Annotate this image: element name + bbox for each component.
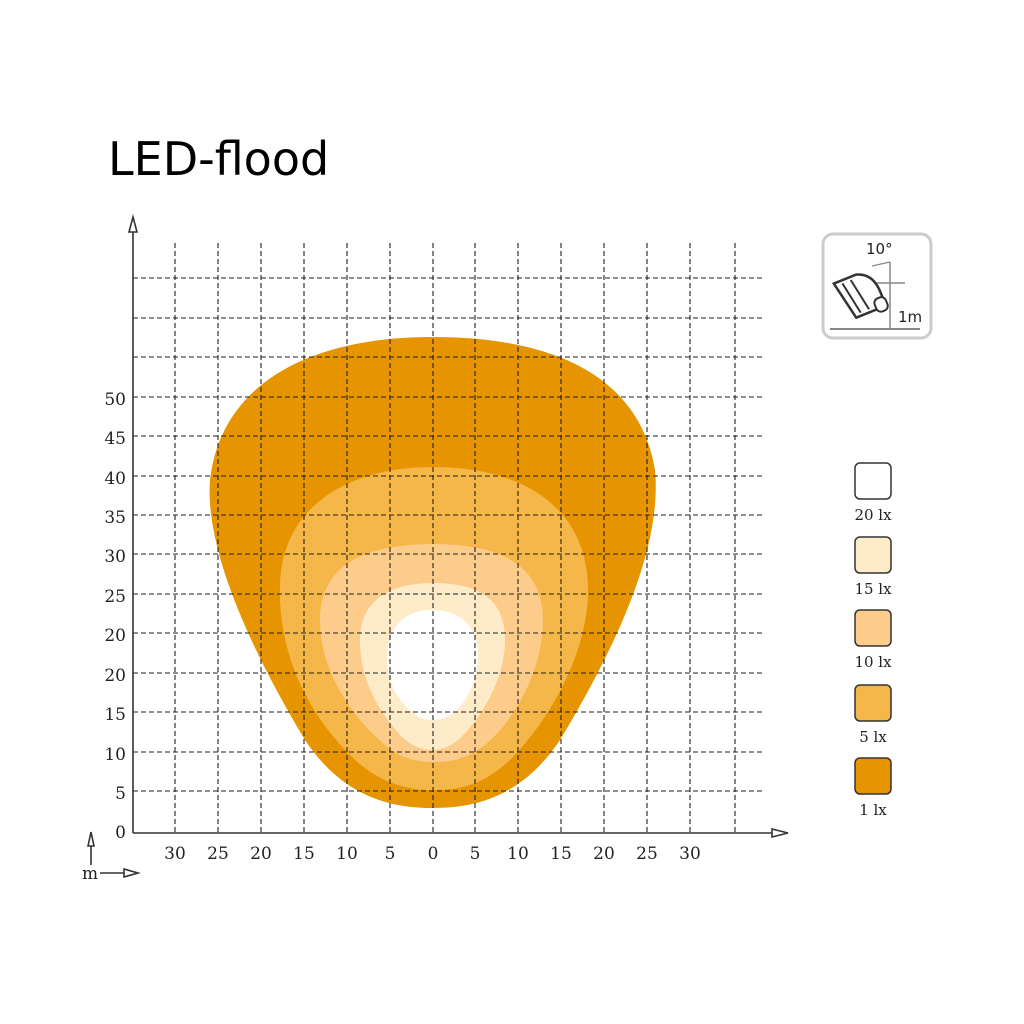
contour-20lx: [387, 610, 478, 721]
x-tick-label: 30: [164, 844, 186, 864]
legend-label: 20 lx: [854, 506, 892, 524]
legend-label: 10 lx: [854, 653, 892, 671]
x-axis-arrow-icon: [771, 827, 789, 839]
y-tick-label: 20: [104, 626, 126, 646]
y-tick-label: 0: [115, 823, 126, 843]
legend-label: 1 lx: [859, 801, 887, 819]
legend-label: 15 lx: [854, 580, 892, 598]
unit-right-arrow-icon: [123, 867, 141, 879]
x-tick-label: 0: [428, 844, 439, 864]
mount-icon: 10° 1m: [821, 232, 933, 340]
y-tick-label: 35: [104, 508, 126, 528]
grid: [133, 243, 765, 833]
y-tick-label: 25: [104, 587, 126, 607]
x-tick-label: 10: [336, 844, 358, 864]
x-tick-label: 15: [550, 844, 572, 864]
legend-swatch: [854, 536, 892, 574]
tilt-angle-label: 10°: [866, 240, 893, 258]
mount-height-label: 1m: [898, 308, 922, 326]
axes: [87, 213, 789, 879]
x-tick-label: 20: [250, 844, 272, 864]
y-tick-label: 5: [115, 784, 126, 804]
x-tick-label: 25: [207, 844, 229, 864]
x-tick-label: 20: [593, 844, 615, 864]
legend-swatch: [854, 609, 892, 647]
y-tick-label: 50: [104, 390, 126, 410]
legend-swatch: [854, 684, 892, 722]
unit-up-arrow-icon: [87, 831, 95, 847]
x-tick-label: 30: [679, 844, 701, 864]
page-title: LED-flood: [108, 132, 330, 186]
y-tick-label: 15: [104, 705, 126, 725]
legend: 20 lx 15 lx 10 lx 5 lx 1 lx: [854, 462, 892, 819]
x-tick-label: 5: [385, 844, 396, 864]
x-tick-label: 15: [293, 844, 315, 864]
y-tick-label: 30: [104, 547, 126, 567]
x-tick-label: 25: [636, 844, 658, 864]
y-tick-label: 10: [104, 745, 126, 765]
x-tick-label: 5: [470, 844, 481, 864]
x-tick-label: 10: [507, 844, 529, 864]
legend-swatch: [854, 757, 892, 795]
y-tick-label: 45: [104, 429, 126, 449]
unit-label: m: [82, 864, 98, 884]
y-tick-label: 20: [104, 666, 126, 686]
y-axis-arrow-icon: [127, 213, 139, 233]
legend-swatch: [854, 462, 892, 500]
legend-label: 5 lx: [859, 728, 887, 746]
y-tick-label: 40: [104, 469, 126, 489]
